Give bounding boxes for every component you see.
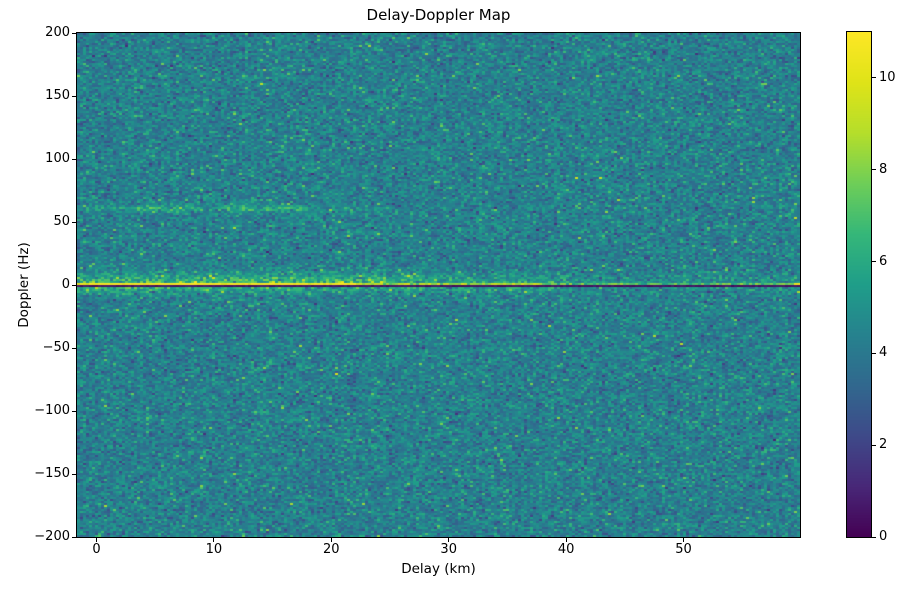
heatmap-canvas: [77, 33, 800, 537]
x-axis-label: Delay (km): [401, 561, 476, 577]
colorbar-gradient: [847, 32, 871, 537]
y-tick-mark: [72, 410, 76, 412]
colorbar: [846, 31, 872, 538]
x-tick-label: 30: [440, 542, 457, 557]
colorbar-tick-mark: [872, 352, 876, 354]
y-axis-label: Doppler (Hz): [16, 242, 32, 328]
y-tick-label: 50: [53, 214, 70, 229]
x-tick-mark: [565, 538, 567, 542]
y-tick-mark: [72, 95, 76, 97]
y-tick-mark: [72, 221, 76, 223]
y-tick-mark: [72, 473, 76, 475]
y-tick-mark: [72, 158, 76, 160]
x-tick-label: 50: [675, 542, 692, 557]
colorbar-tick-mark: [872, 444, 876, 446]
x-tick-mark: [683, 538, 685, 542]
y-tick-label: 100: [45, 151, 70, 166]
colorbar-tick-label: 4: [879, 345, 888, 361]
x-tick-label: 20: [323, 542, 340, 557]
colorbar-tick-mark: [872, 536, 876, 538]
colorbar-tick-mark: [872, 77, 876, 79]
x-tick-label: 0: [92, 542, 101, 557]
x-tick-mark: [95, 538, 97, 542]
x-tick-mark: [213, 538, 215, 542]
y-tick-label: −200: [34, 529, 70, 544]
y-tick-label: −100: [34, 403, 70, 418]
chart-title: Delay-Doppler Map: [366, 6, 511, 24]
colorbar-tick-mark: [872, 169, 876, 171]
x-tick-label: 10: [205, 542, 223, 557]
y-tick-mark: [72, 347, 76, 349]
y-tick-label: 0: [61, 277, 70, 292]
colorbar-tick-label: 8: [879, 161, 888, 177]
plot-area: [76, 32, 801, 538]
colorbar-tick-mark: [872, 261, 876, 263]
colorbar-tick-label: 0: [879, 529, 888, 544]
x-tick-mark: [448, 538, 450, 542]
x-tick-mark: [330, 538, 332, 542]
colorbar-tick-label: 6: [879, 253, 888, 269]
y-tick-mark: [72, 32, 76, 34]
y-tick-label: −50: [42, 340, 70, 355]
x-tick-label: 40: [557, 542, 575, 557]
y-tick-mark: [72, 284, 76, 286]
colorbar-tick-label: 10: [879, 69, 896, 85]
y-tick-label: 200: [45, 25, 70, 40]
y-tick-mark: [72, 536, 76, 538]
y-tick-label: −150: [34, 466, 70, 481]
colorbar-tick-label: 2: [879, 437, 888, 453]
y-tick-label: 150: [45, 88, 70, 103]
